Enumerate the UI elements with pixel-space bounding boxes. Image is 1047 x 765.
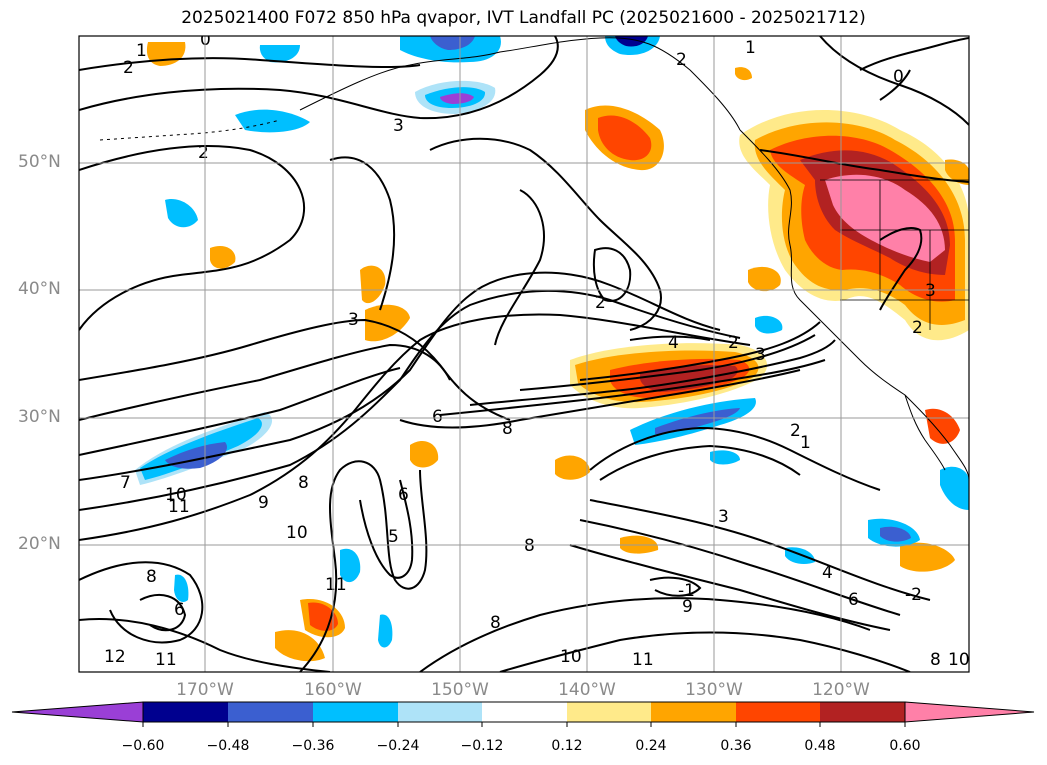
- contour-label: 2: [198, 143, 209, 163]
- contour-label: 6: [398, 485, 409, 505]
- colorbar-tick-label: −0.36: [291, 738, 335, 754]
- state-borders: [820, 179, 969, 330]
- contour-label: 6: [848, 590, 859, 610]
- baja-coastline: [904, 394, 946, 471]
- ivt-contours: [79, 36, 969, 672]
- colorbar-segment: [567, 702, 651, 722]
- map-frame: [78, 35, 970, 673]
- contour-label: 1: [800, 433, 811, 453]
- contour-label: 8: [146, 567, 157, 587]
- graticule: [79, 36, 969, 672]
- colorbar-tick-label: 0.12: [551, 738, 583, 754]
- lon-label-160w: 160°W: [304, 680, 362, 700]
- colorbar-segment: [398, 702, 482, 722]
- lon-label-140w: 140°W: [558, 680, 616, 700]
- contour-labels: 1 0 2 8 2 1 0 3 2 4 3 8 6 7 10 11 9 8 10…: [104, 36, 970, 670]
- contour-label: 5: [388, 527, 399, 547]
- contour-label: 3: [755, 345, 766, 365]
- colorbar-tick-label: −0.24: [376, 738, 420, 754]
- contour-label: 2: [790, 421, 801, 441]
- colorbar-tick-label: −0.12: [460, 738, 504, 754]
- lat-label-20n: 20°N: [18, 534, 61, 554]
- contour-label: 0: [893, 67, 904, 87]
- colorbar-tick-label: 0.36: [720, 738, 752, 754]
- map-title: 2025021400 F072 850 hPa qvapor, IVT Land…: [181, 8, 866, 28]
- contour-label: 8: [524, 536, 535, 556]
- contour-label: 8: [502, 419, 513, 439]
- contour-label: 10: [165, 485, 187, 505]
- lon-label-120w: 120°W: [812, 680, 870, 700]
- colorbar-tick-label: 0.48: [804, 738, 836, 754]
- contour-label: 8: [490, 613, 501, 633]
- contour-label: 10: [948, 650, 970, 670]
- lat-label-30n: 30°N: [18, 407, 61, 427]
- contour-label: 11: [632, 650, 654, 670]
- contour-label: 2: [728, 333, 739, 353]
- colorbar-segment: [736, 702, 820, 722]
- contour-label: 11: [325, 575, 347, 595]
- contour-label: 9: [258, 493, 269, 513]
- colorbar-tick-label: −0.48: [206, 738, 250, 754]
- colorbar-segment: [651, 702, 736, 722]
- colorbar-segment: [313, 702, 398, 722]
- contour-label: 9: [682, 597, 693, 617]
- colorbar-tick-label: −0.60: [121, 738, 165, 754]
- contour-label: -1: [678, 581, 695, 601]
- colorbar-segment: [820, 702, 905, 722]
- colorbar-segment: [143, 702, 228, 722]
- colorbar-tick-label: 0.24: [635, 738, 667, 754]
- lon-label-170w: 170°W: [176, 680, 234, 700]
- contour-label: 3: [718, 507, 729, 527]
- colorbar-extend-high: [904, 701, 1035, 723]
- contour-label: 1: [136, 41, 147, 61]
- contour-label: 6: [174, 600, 185, 620]
- alaska-coastline: [299, 37, 741, 131]
- contour-label: 11: [168, 497, 190, 517]
- contour-label: 8: [930, 650, 941, 670]
- colorbar-extend-low: [11, 701, 144, 723]
- north-america-coastline: [739, 129, 969, 481]
- contour-label: 6: [432, 407, 443, 427]
- contour-label: 12: [104, 647, 126, 667]
- colorbar-tick-label: 0.60: [889, 738, 921, 754]
- contour-label: -2: [905, 585, 922, 605]
- contour-label: 7: [120, 473, 131, 493]
- colorbar-segment: [482, 702, 567, 722]
- colorbar: [11, 701, 1035, 727]
- contour-label: 4: [668, 333, 679, 353]
- qvapor-shading: [135, 36, 969, 662]
- contour-label: 4: [822, 563, 833, 583]
- contour-label: 2: [595, 293, 606, 313]
- contour-label: 10: [560, 647, 582, 667]
- contour-label: 3: [393, 116, 404, 136]
- contour-label: 3: [348, 310, 359, 330]
- contour-label: 2: [676, 50, 687, 70]
- contour-label: 2: [123, 58, 134, 78]
- contour-label: 11: [155, 650, 177, 670]
- lat-label-50n: 50°N: [18, 152, 61, 172]
- contour-label: 1: [745, 38, 756, 58]
- lat-label-40n: 40°N: [18, 279, 61, 299]
- contour-label: 10: [286, 523, 308, 543]
- contour-label: 3: [925, 281, 936, 301]
- colorbar-segment: [228, 702, 313, 722]
- lon-label-130w: 130°W: [685, 680, 743, 700]
- contour-label: 2: [912, 318, 923, 338]
- lon-label-150w: 150°W: [431, 680, 489, 700]
- contour-label: 8: [298, 473, 309, 493]
- coastlines: [99, 37, 969, 481]
- map-plot-area: 1 0 2 8 2 1 0 3 2 4 3 8 6 7 10 11 9 8 10…: [79, 36, 970, 672]
